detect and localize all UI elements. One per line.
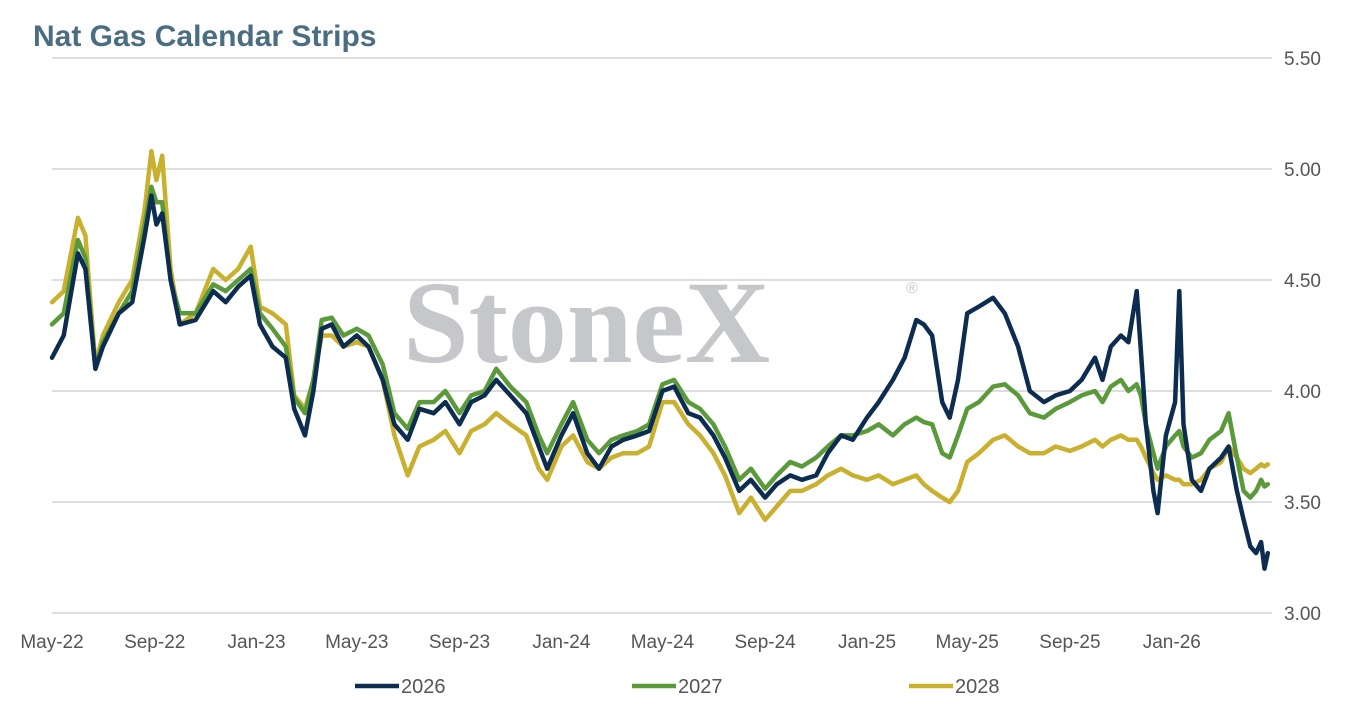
legend-label-2027: 2027 <box>678 676 723 698</box>
chart-title: Nat Gas Calendar Strips <box>33 20 376 53</box>
x-tick-label: Sep-25 <box>1039 632 1100 653</box>
legend-label-2028: 2028 <box>955 676 1000 698</box>
y-axis: 5.50 5.00 4.50 4.00 3.50 3.00 <box>1284 49 1321 625</box>
x-tick-label: May-25 <box>936 632 999 653</box>
x-tick-label: Jan-26 <box>1143 632 1201 653</box>
x-tick-label: Jan-24 <box>532 632 591 653</box>
x-tick-label: Sep-23 <box>429 632 490 653</box>
y-tick-label: 5.50 <box>1284 49 1321 70</box>
legend: 2026 2027 2028 <box>355 676 1000 698</box>
x-tick-label: Sep-22 <box>124 632 185 653</box>
y-tick-label: 4.00 <box>1284 382 1321 403</box>
series-line-2026 <box>49 193 1271 571</box>
y-tick-label: 3.50 <box>1284 493 1321 514</box>
x-tick-label: May-24 <box>631 632 695 653</box>
watermark-registered-mark: ® <box>906 280 918 297</box>
y-tick-label: 3.00 <box>1284 604 1321 625</box>
x-tick-label: May-22 <box>20 632 83 653</box>
y-tick-label: 4.50 <box>1284 271 1321 292</box>
x-tick-label: May-23 <box>325 632 388 653</box>
legend-label-2026: 2026 <box>401 676 446 698</box>
x-tick-label: Jan-23 <box>228 632 286 653</box>
watermark: StoneX ® <box>403 257 918 388</box>
x-tick-label: Sep-24 <box>734 632 796 653</box>
series-layer <box>49 148 1271 571</box>
x-tick-label: Jan-25 <box>838 632 896 653</box>
y-tick-label: 5.00 <box>1284 160 1321 181</box>
x-axis: May-22 Sep-22 Jan-23 May-23 Sep-23 Jan-24 May-… <box>20 632 1201 653</box>
watermark-logo: StoneX <box>403 257 770 388</box>
